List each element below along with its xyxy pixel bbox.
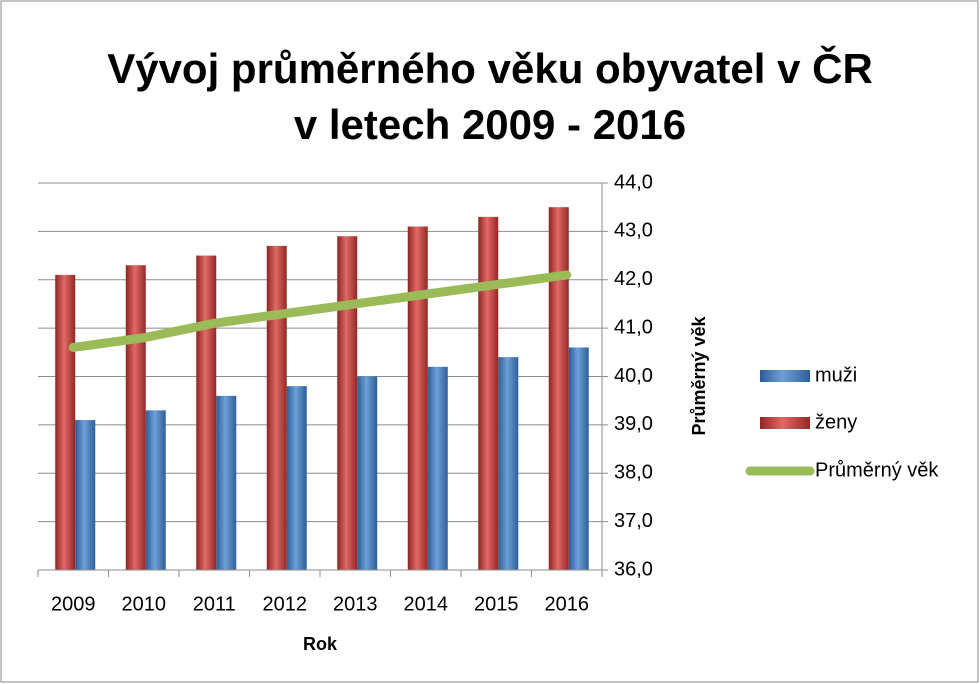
legend-swatch (760, 370, 810, 382)
x-tick-label: 2009 (51, 593, 96, 615)
x-tick-label: 2015 (474, 593, 519, 615)
chart-subtitle: v letech 2009 - 2016 (294, 101, 686, 148)
bar (357, 376, 378, 570)
bar (145, 410, 166, 570)
y-tick-label: 43,0 (614, 220, 653, 242)
bar (75, 420, 96, 570)
bar (216, 395, 237, 570)
bar (568, 347, 589, 570)
legend-label: muži (815, 364, 857, 386)
bar (427, 366, 448, 570)
x-tick-label: 2013 (333, 593, 378, 615)
y-tick-label: 41,0 (614, 316, 653, 338)
x-tick-label: 2010 (122, 593, 167, 615)
bar (196, 255, 217, 570)
legend-swatch (760, 417, 810, 429)
bar (55, 274, 76, 570)
x-tick-label: 2011 (193, 593, 236, 615)
y-tick-label: 36,0 (614, 558, 653, 580)
x-tick-label: 2012 (263, 593, 308, 615)
bar (125, 265, 146, 570)
bar (498, 357, 519, 570)
y-tick-label: 44,0 (614, 171, 653, 193)
legend-label: Průměrný věk (815, 459, 939, 481)
y-tick-label: 39,0 (614, 413, 653, 435)
y-tick-label: 37,0 (614, 510, 653, 532)
y-tick-label: 42,0 (614, 268, 653, 290)
bar (266, 245, 287, 570)
line-series (68, 270, 572, 352)
bar (407, 226, 428, 570)
y-tick-label: 40,0 (614, 365, 653, 387)
x-tick-label: 2014 (404, 593, 449, 615)
chart-title: Vývoj průměrného věku obyvatel v ČR (107, 44, 873, 92)
bar (286, 386, 307, 570)
bar (478, 216, 499, 571)
x-tick-label: 2016 (545, 593, 590, 615)
y-tick-label: 38,0 (614, 462, 653, 484)
x-axis-title: Rok (303, 634, 338, 654)
bar (548, 207, 569, 570)
legend-label: ženy (815, 411, 857, 433)
bar (337, 236, 358, 570)
y-axis-title: Průměrný věk (689, 315, 709, 435)
